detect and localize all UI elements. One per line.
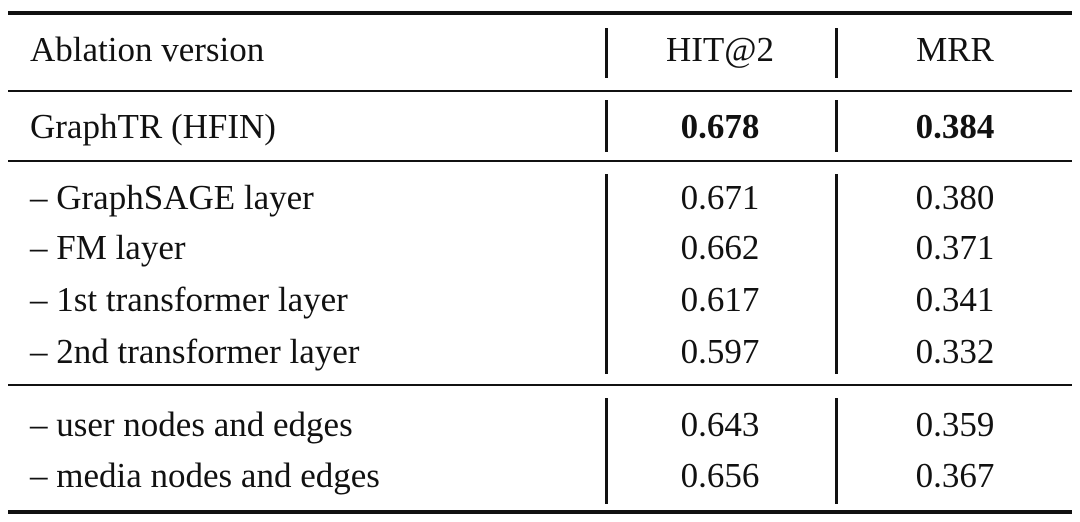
metric-value: 0.359 bbox=[915, 405, 995, 444]
row-label: – 1st transformer layer bbox=[30, 280, 348, 319]
metric-value: 0.367 bbox=[915, 456, 995, 495]
column-separator bbox=[835, 174, 838, 374]
row-label: – FM layer bbox=[30, 228, 186, 267]
metric-value: 0.662 bbox=[680, 228, 760, 267]
metric-value: 0.597 bbox=[680, 332, 760, 371]
metric-value: 0.656 bbox=[680, 456, 760, 495]
metric-value: 0.678 bbox=[680, 107, 760, 146]
metric-value: 0.380 bbox=[915, 178, 995, 217]
top-rule bbox=[8, 11, 1072, 15]
row-label: – GraphSAGE layer bbox=[30, 178, 314, 217]
group-rule bbox=[8, 384, 1072, 386]
metric-value: 0.371 bbox=[915, 228, 995, 267]
header-cell: MRR bbox=[916, 30, 994, 69]
row-label: – media nodes and edges bbox=[30, 456, 380, 495]
column-separator bbox=[835, 28, 838, 78]
header-cell: HIT@2 bbox=[665, 30, 775, 69]
group-rule bbox=[8, 160, 1072, 162]
row-label: GraphTR (HFIN) bbox=[30, 107, 276, 146]
column-separator bbox=[605, 174, 608, 374]
metric-value: 0.384 bbox=[915, 107, 995, 146]
header-rule bbox=[8, 90, 1072, 92]
metric-value: 0.617 bbox=[680, 280, 760, 319]
metric-value: 0.643 bbox=[680, 405, 760, 444]
column-separator bbox=[605, 398, 608, 504]
column-separator bbox=[835, 100, 838, 152]
row-label: – user nodes and edges bbox=[30, 405, 353, 444]
metric-value: 0.341 bbox=[915, 280, 995, 319]
row-label: – 2nd transformer layer bbox=[30, 332, 360, 371]
column-separator bbox=[605, 28, 608, 78]
column-separator bbox=[835, 398, 838, 504]
column-separator bbox=[605, 100, 608, 152]
bottom-rule bbox=[8, 510, 1072, 514]
metric-value: 0.332 bbox=[915, 332, 995, 371]
metric-value: 0.671 bbox=[680, 178, 760, 217]
header-cell: Ablation version bbox=[30, 30, 265, 69]
